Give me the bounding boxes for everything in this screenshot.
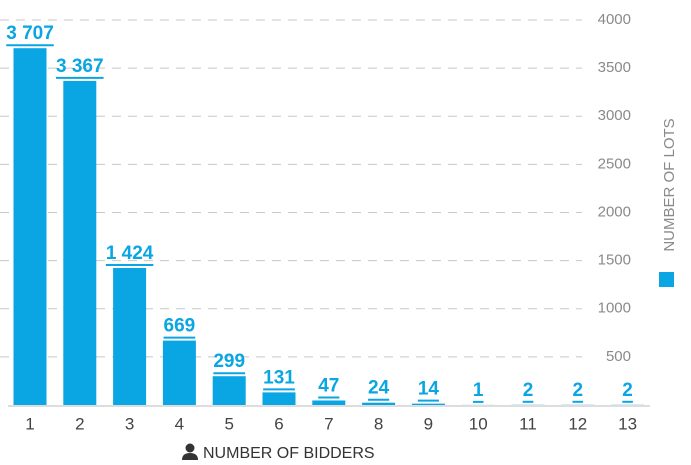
- x-tick-label: 2: [75, 414, 84, 433]
- y-tick-label: 1500: [598, 252, 631, 269]
- bar: [63, 80, 97, 406]
- data-label: 2: [523, 380, 534, 401]
- bar: [113, 267, 147, 405]
- bar: [162, 340, 196, 405]
- data-label: 669: [164, 316, 196, 337]
- x-tick-label: 12: [568, 414, 587, 433]
- y-tick-label: 3000: [598, 107, 631, 124]
- bar: [312, 400, 346, 405]
- y-tick-label: 500: [606, 348, 631, 365]
- x-tick-label: 6: [274, 414, 283, 433]
- person-icon: [182, 443, 198, 460]
- x-tick-label: 4: [175, 414, 184, 433]
- x-tick-label: 11: [519, 414, 537, 433]
- x-tick-label: 7: [324, 414, 333, 433]
- bar: [212, 376, 246, 405]
- y-tick-label: 2000: [598, 203, 631, 220]
- data-label: 299: [213, 351, 245, 372]
- x-tick-label: 9: [424, 414, 433, 433]
- y-tick-label: 2500: [598, 155, 631, 172]
- data-label: 131: [263, 367, 295, 388]
- y-tick-label: 3500: [598, 59, 631, 76]
- y-axis-label: NUMBER OF LOTS: [661, 118, 678, 251]
- data-label: 3 707: [6, 23, 54, 44]
- data-label: 47: [318, 375, 339, 396]
- bar: [362, 402, 396, 405]
- x-axis-label: NUMBER OF BIDDERS: [203, 445, 375, 462]
- data-label: 14: [418, 379, 440, 400]
- data-label: 3 367: [56, 56, 104, 77]
- x-tick-label: 5: [224, 414, 233, 433]
- x-tick-label: 1: [25, 414, 34, 433]
- x-tick-label: 10: [469, 414, 488, 433]
- bar: [13, 48, 47, 406]
- data-label: 2: [573, 380, 584, 401]
- y-tick-label: 1000: [598, 300, 631, 317]
- bar: [262, 392, 296, 405]
- x-tick-label: 3: [125, 414, 134, 433]
- data-label: 1 424: [106, 243, 154, 264]
- data-label: 24: [368, 378, 390, 399]
- legend-swatch: [659, 272, 674, 287]
- y-tick-label: 4000: [598, 11, 631, 28]
- data-label: 1: [473, 380, 484, 401]
- x-tick-label: 13: [618, 414, 637, 433]
- data-label: 2: [622, 380, 633, 401]
- bar: [411, 403, 445, 405]
- x-tick-label: 8: [374, 414, 383, 433]
